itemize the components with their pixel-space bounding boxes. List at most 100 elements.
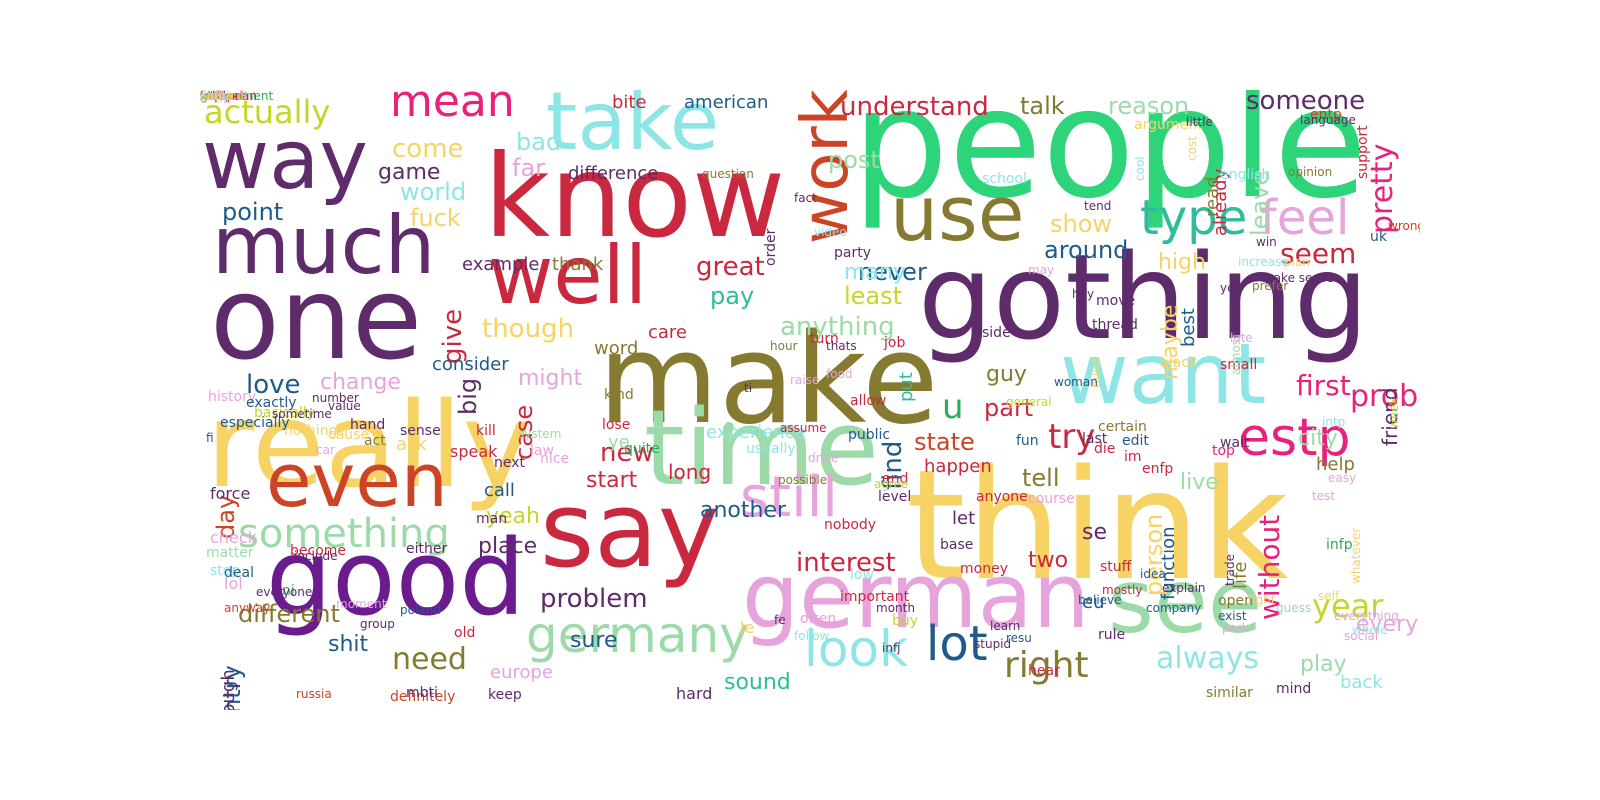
cloud-word: really <box>206 376 533 514</box>
cloud-word: base <box>940 537 974 553</box>
cloud-word: want <box>1060 325 1267 423</box>
cloud-word: long <box>668 460 712 484</box>
cloud-word: something <box>238 511 450 557</box>
cloud-word: seem <box>1280 237 1357 270</box>
cloud-word: kind <box>604 387 634 403</box>
cloud-word: germany <box>526 606 749 664</box>
cloud-word: run <box>200 90 221 103</box>
cloud-word: rather <box>200 90 237 103</box>
cloud-word: next <box>494 455 526 471</box>
cloud-word: care <box>648 322 688 343</box>
cloud-word: two <box>1028 548 1069 573</box>
cloud-word: basically <box>254 405 315 421</box>
cloud-word: le <box>740 618 755 637</box>
cloud-word: fi <box>206 431 214 445</box>
cloud-word: russia <box>296 687 332 701</box>
cloud-word: place <box>478 534 538 559</box>
cloud-word: force <box>210 484 251 503</box>
cloud-word: social <box>1344 629 1379 643</box>
cloud-word: government <box>200 90 274 103</box>
cloud-word: comment <box>200 90 258 103</box>
cloud-word: turn <box>810 331 839 347</box>
cloud-word: black <box>1160 355 1198 371</box>
cloud-word: people <box>852 90 1368 232</box>
cloud-word: call <box>484 480 515 501</box>
cloud-word: way <box>202 113 368 208</box>
cloud-word: may <box>1028 263 1055 277</box>
cloud-word: hand <box>350 417 386 433</box>
cloud-word: hear <box>1028 663 1060 679</box>
cloud-word: course <box>1028 491 1075 507</box>
cloud-word: world <box>400 178 467 206</box>
cloud-word: lol <box>224 574 243 593</box>
cloud-word: see <box>1108 550 1263 653</box>
cloud-word: everything <box>1334 609 1399 623</box>
cloud-word: fun <box>1016 433 1039 449</box>
cloud-word: matter <box>206 545 254 561</box>
cloud-word: late <box>1230 331 1253 345</box>
cloud-word: point <box>222 198 284 226</box>
cloud-word: open <box>1218 593 1253 609</box>
cloud-word: bite <box>612 92 647 113</box>
cloud-word: bad <box>516 128 562 156</box>
cloud-word: enough <box>218 669 239 710</box>
cloud-word: instead <box>200 90 245 103</box>
cloud-word: sorry <box>200 90 231 103</box>
cloud-word: end <box>882 471 909 487</box>
cloud-word: whatever <box>1349 527 1363 584</box>
cloud-word: gothing <box>918 228 1369 366</box>
cloud-word: anything <box>780 312 895 342</box>
cloud-word: cost <box>1185 135 1199 161</box>
cloud-word: help <box>1316 454 1355 475</box>
cloud-word: close <box>200 90 231 103</box>
cloud-word: question <box>702 167 754 181</box>
cloud-word: english <box>1220 167 1271 183</box>
cloud-word: everyone <box>256 585 313 599</box>
cloud-word: war <box>200 90 223 103</box>
cloud-word: plan <box>1284 255 1310 269</box>
cloud-word: almost <box>1229 334 1243 376</box>
cloud-word: die <box>1094 441 1116 457</box>
cloud-word: explain <box>1162 581 1206 595</box>
cloud-word: consider <box>432 354 509 375</box>
cloud-word: mean <box>390 90 515 127</box>
cloud-word: might <box>518 366 583 391</box>
cloud-word: though <box>482 314 575 344</box>
cloud-word: drive <box>808 451 839 465</box>
cloud-word: ask <box>396 434 427 455</box>
cloud-word: yet <box>1220 281 1240 295</box>
cloud-word: nice <box>540 451 570 467</box>
cloud-word: tend <box>1084 199 1112 213</box>
cloud-word: vote <box>200 90 227 103</box>
cloud-word: city <box>1298 426 1338 451</box>
cloud-word: test <box>1312 489 1336 503</box>
cloud-word: part <box>984 394 1034 422</box>
cloud-word: u <box>942 387 964 427</box>
cloud-word: moment <box>336 597 387 611</box>
cloud-word: language <box>1300 113 1356 127</box>
cloud-word: man <box>476 511 508 527</box>
cloud-word: keep <box>488 687 522 703</box>
cloud-word: around <box>1044 236 1129 264</box>
cloud-word: best <box>1178 308 1199 348</box>
cloud-word: type <box>1140 190 1248 246</box>
cloud-word: low <box>850 567 874 583</box>
cloud-word: first <box>1296 369 1351 402</box>
cloud-word: istp <box>200 90 222 103</box>
cloud-word: take <box>546 90 720 168</box>
cloud-word: park <box>1222 621 1249 635</box>
cloud-word: woman <box>1054 375 1098 389</box>
cloud-word: fuck <box>410 204 461 232</box>
cloud-word: pay <box>710 282 755 310</box>
cloud-word: sense <box>400 423 441 439</box>
cloud-word: often <box>800 611 837 627</box>
cloud-word: tell <box>1022 464 1060 492</box>
cloud-word: german <box>742 544 1090 649</box>
cloud-word: mind <box>1276 681 1312 697</box>
cloud-word: edit <box>1122 433 1149 449</box>
cloud-word: talk <box>1020 92 1065 120</box>
cloud-word: someone <box>1246 90 1366 116</box>
cloud-word: well <box>488 229 648 322</box>
cloud-word: se <box>1082 520 1107 545</box>
cloud-word: especially <box>220 415 290 431</box>
